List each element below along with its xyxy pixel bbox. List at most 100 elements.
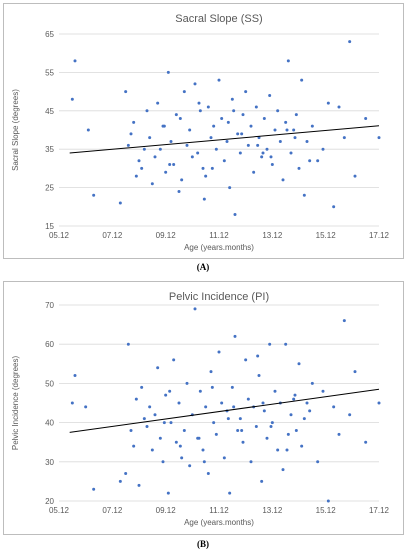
data-point bbox=[129, 132, 133, 136]
data-point bbox=[84, 405, 88, 409]
y-tick-label: 60 bbox=[45, 340, 54, 349]
x-tick-label: 07.12 bbox=[102, 231, 123, 240]
data-point bbox=[228, 491, 232, 495]
data-point bbox=[185, 143, 189, 147]
data-point bbox=[268, 342, 272, 346]
data-point bbox=[73, 59, 77, 63]
data-point bbox=[169, 421, 173, 425]
data-point bbox=[293, 393, 297, 397]
data-point bbox=[278, 140, 282, 144]
data-point bbox=[285, 448, 289, 452]
data-point bbox=[166, 491, 170, 495]
data-point bbox=[284, 120, 288, 124]
data-point bbox=[158, 147, 162, 151]
data-point bbox=[190, 155, 194, 159]
data-point bbox=[337, 105, 341, 109]
data-point bbox=[230, 97, 234, 101]
data-point bbox=[197, 101, 201, 105]
data-point bbox=[140, 166, 144, 170]
data-point bbox=[168, 389, 172, 393]
data-point bbox=[86, 128, 90, 132]
data-point bbox=[286, 432, 290, 436]
data-point bbox=[148, 136, 152, 140]
data-point bbox=[285, 128, 289, 132]
data-point bbox=[209, 370, 213, 374]
data-point bbox=[310, 124, 314, 128]
data-point bbox=[220, 116, 224, 120]
data-point bbox=[162, 421, 166, 425]
data-point bbox=[273, 389, 277, 393]
data-point bbox=[185, 381, 189, 385]
data-point bbox=[262, 409, 266, 413]
data-point bbox=[240, 132, 244, 136]
data-point bbox=[230, 385, 234, 389]
data-point bbox=[289, 151, 293, 155]
data-point bbox=[270, 163, 274, 167]
data-point bbox=[134, 397, 138, 401]
data-point bbox=[233, 334, 237, 338]
data-point bbox=[132, 120, 136, 124]
data-point bbox=[292, 397, 296, 401]
data-point bbox=[337, 432, 341, 436]
data-point bbox=[201, 448, 205, 452]
data-point bbox=[294, 113, 298, 117]
data-point bbox=[126, 143, 130, 147]
data-point bbox=[226, 120, 230, 124]
data-point bbox=[174, 113, 178, 117]
data-point bbox=[294, 428, 298, 432]
data-point bbox=[252, 170, 256, 174]
data-point bbox=[142, 417, 146, 421]
data-point bbox=[265, 147, 269, 151]
data-point bbox=[161, 460, 165, 464]
data-point bbox=[164, 170, 168, 174]
data-point bbox=[300, 444, 304, 448]
data-point bbox=[202, 197, 206, 201]
x-tick-label: 15.12 bbox=[316, 506, 337, 515]
x-tick-label: 07.12 bbox=[102, 506, 123, 515]
data-point bbox=[377, 401, 381, 405]
data-point bbox=[269, 155, 273, 159]
x-tick-label: 09.12 bbox=[156, 506, 177, 515]
data-point bbox=[257, 374, 261, 378]
data-point bbox=[321, 147, 325, 151]
data-point bbox=[265, 436, 269, 440]
x-tick-label: 17.12 bbox=[369, 506, 390, 515]
data-point bbox=[238, 151, 242, 155]
y-axis-label: Pelvic Incidence (degrees) bbox=[11, 356, 20, 451]
data-point bbox=[240, 428, 244, 432]
data-point bbox=[316, 159, 320, 163]
data-point bbox=[281, 468, 285, 472]
data-point bbox=[137, 159, 141, 163]
data-point bbox=[284, 342, 288, 346]
data-point bbox=[276, 109, 280, 113]
data-point bbox=[262, 116, 266, 120]
y-tick-label: 30 bbox=[45, 458, 54, 467]
data-point bbox=[353, 370, 357, 374]
data-point bbox=[156, 101, 160, 105]
data-point bbox=[169, 140, 173, 144]
data-point bbox=[326, 499, 330, 503]
data-point bbox=[210, 166, 214, 170]
data-point bbox=[302, 193, 306, 197]
data-point bbox=[353, 174, 357, 178]
data-point bbox=[162, 124, 166, 128]
data-point bbox=[172, 358, 176, 362]
data-point bbox=[332, 205, 336, 209]
y-tick-label: 25 bbox=[45, 184, 54, 193]
data-point bbox=[342, 319, 346, 323]
data-point bbox=[214, 147, 218, 151]
y-tick-label: 70 bbox=[45, 301, 54, 310]
data-point bbox=[293, 136, 297, 140]
data-point bbox=[308, 409, 312, 413]
data-point bbox=[305, 401, 309, 405]
data-point bbox=[246, 397, 250, 401]
data-point bbox=[342, 136, 346, 140]
data-point bbox=[236, 428, 240, 432]
y-tick-label: 50 bbox=[45, 379, 54, 388]
data-point bbox=[273, 128, 277, 132]
data-point bbox=[134, 174, 138, 178]
data-point bbox=[261, 151, 265, 155]
x-tick-label: 13.12 bbox=[262, 506, 283, 515]
data-point bbox=[118, 201, 122, 205]
x-axis-label: Age (years.months) bbox=[184, 518, 254, 527]
